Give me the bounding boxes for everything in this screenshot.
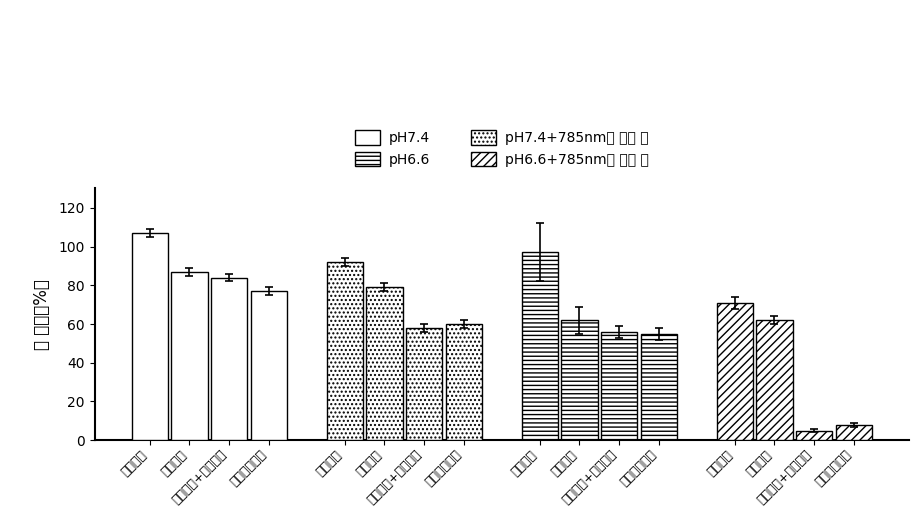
Bar (561, 320, 598, 440)
Bar (406, 328, 443, 440)
Bar (171, 272, 208, 440)
Bar (756, 320, 793, 440)
Bar (796, 431, 833, 440)
Bar (445, 324, 482, 440)
Bar (250, 291, 287, 440)
Bar (717, 303, 753, 440)
Bar (640, 334, 677, 440)
Legend: pH7.4, pH6.6, pH7.4+785nm激 光照 射, pH6.6+785nm激 光照 射: pH7.4, pH6.6, pH7.4+785nm激 光照 射, pH6.6+7… (349, 125, 654, 173)
Bar (521, 252, 558, 440)
Y-axis label: 存 活率（%）: 存 活率（%） (33, 279, 52, 350)
Bar (131, 233, 168, 440)
Bar (835, 425, 872, 440)
Bar (366, 287, 403, 440)
Bar (326, 262, 363, 440)
Bar (211, 278, 248, 440)
Bar (601, 332, 638, 440)
